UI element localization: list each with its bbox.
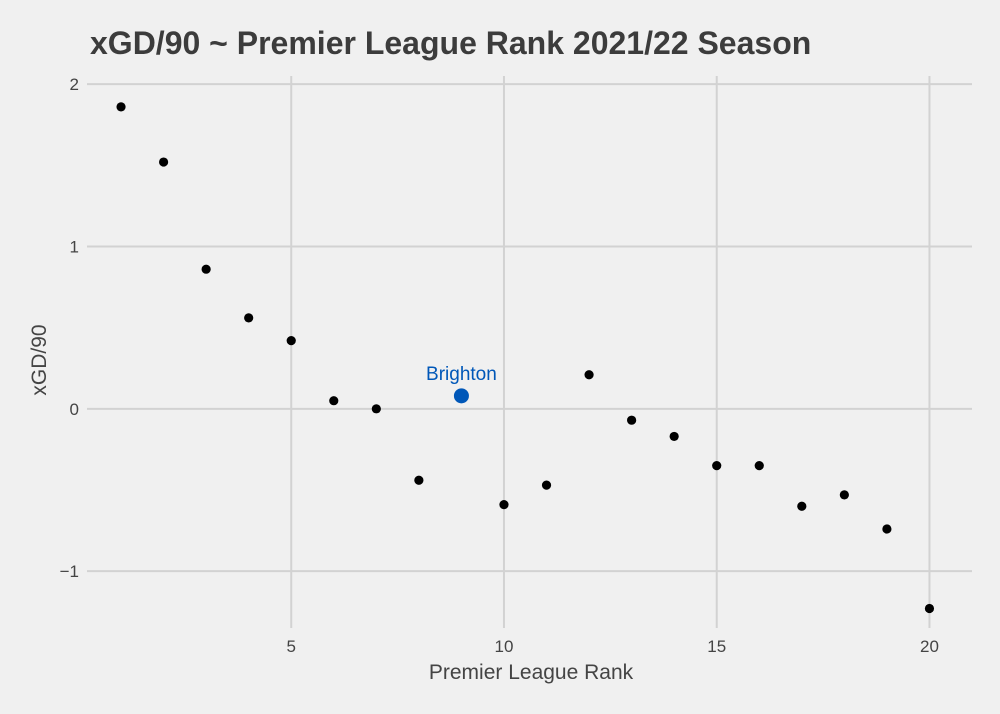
data-point <box>286 336 296 346</box>
data-point <box>882 524 892 534</box>
data-point <box>414 475 424 485</box>
y-tick-label: −1 <box>60 562 79 581</box>
data-points <box>116 102 935 614</box>
y-tick-label: 2 <box>70 75 79 94</box>
data-point <box>584 370 594 380</box>
data-point <box>627 415 637 425</box>
data-point <box>201 264 211 274</box>
grid-lines <box>87 76 972 628</box>
data-point <box>541 480 552 490</box>
data-point <box>499 500 509 510</box>
x-tick-label: 5 <box>286 637 295 656</box>
point-annotation: Brighton <box>426 364 497 385</box>
chart-title: xGD/90 ~ Premier League Rank 2021/22 Sea… <box>90 25 811 61</box>
annotations: Brighton <box>426 364 497 385</box>
data-point <box>754 461 764 471</box>
y-tick-label: 1 <box>70 237 79 256</box>
y-tick-labels: −1 0 1 2 <box>60 75 79 581</box>
y-axis-label: xGD/90 <box>28 324 51 395</box>
highlight-point <box>453 388 469 404</box>
y-tick-label: 0 <box>70 400 79 419</box>
data-point <box>329 396 339 406</box>
data-point <box>371 404 381 414</box>
x-tick-label: 15 <box>707 637 726 656</box>
x-tick-label: 10 <box>495 637 514 656</box>
data-point <box>924 603 935 614</box>
x-axis-label: Premier League Rank <box>429 661 634 684</box>
data-point <box>712 461 722 471</box>
x-tick-label: 20 <box>920 637 939 656</box>
data-point <box>244 313 254 323</box>
data-point <box>839 490 849 500</box>
data-point <box>797 501 807 511</box>
data-point <box>158 157 169 167</box>
data-point <box>669 431 679 442</box>
data-point <box>116 102 126 112</box>
x-tick-labels: 5 10 15 20 <box>286 637 938 656</box>
